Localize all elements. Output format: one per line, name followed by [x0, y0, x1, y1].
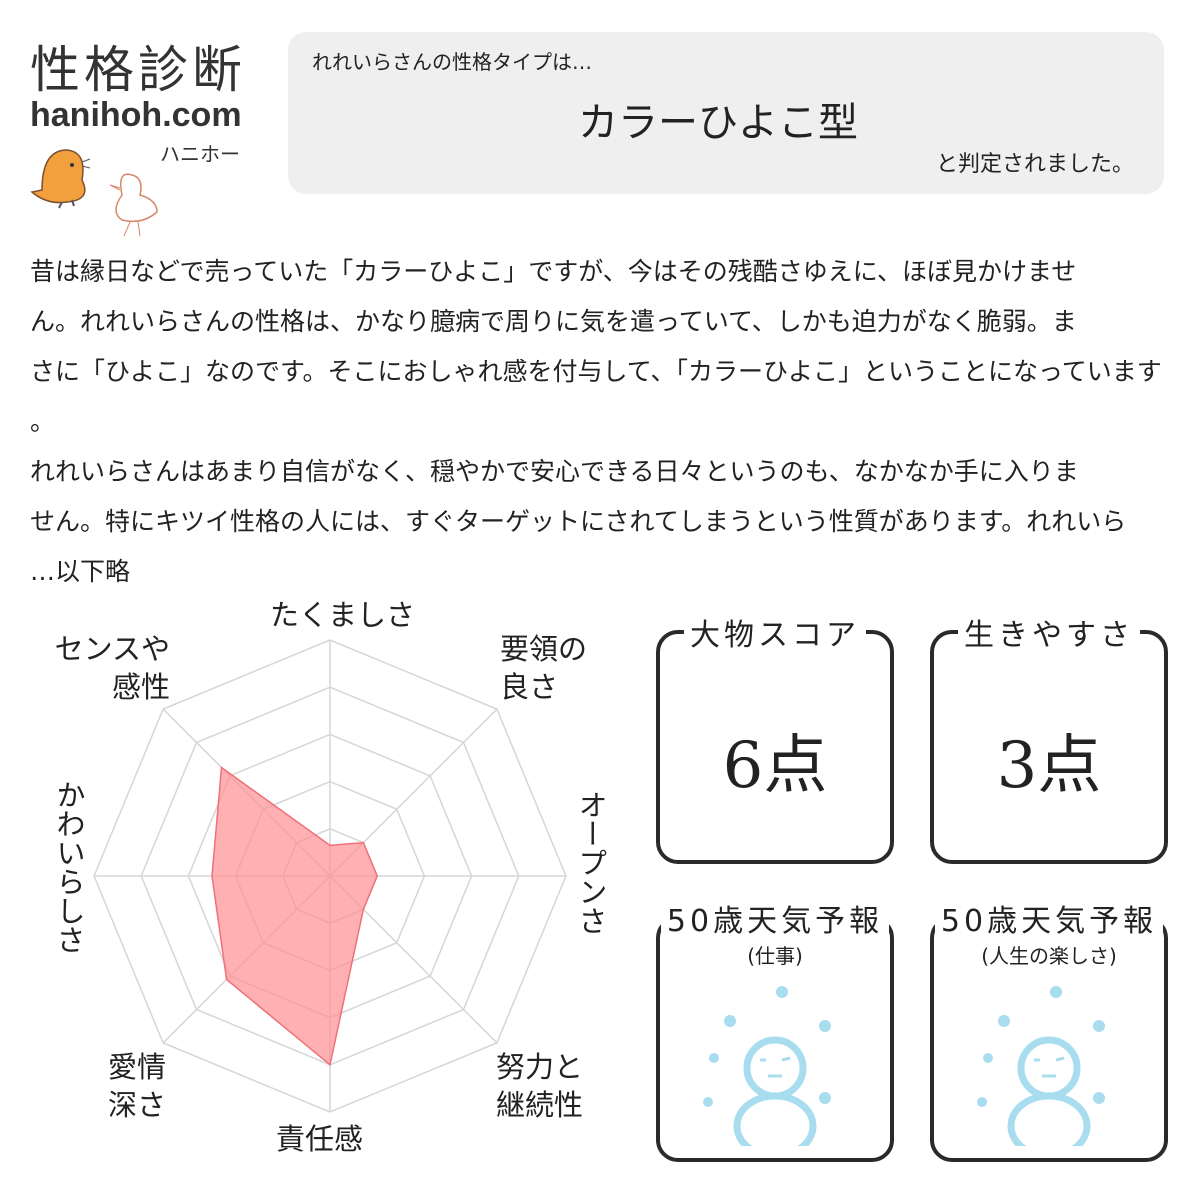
radar-label: かわいらしさ	[52, 780, 86, 954]
score-value: 3点	[996, 729, 1102, 803]
result-panel: れれいらさんの性格タイプは… カラーひよこ型 と判定されました。	[288, 32, 1164, 194]
radar-label: オープンさ	[574, 790, 608, 935]
description-line: さに「ひよこ」なのです。そこにおしゃれ感を付与して、「カラーひよこ」ということに…	[30, 357, 1162, 386]
forecast-subtitle: (人生の楽しさ)	[981, 944, 1117, 968]
forecast-title: 50歳天気予報	[934, 904, 1164, 939]
result-type: カラーひよこ型	[578, 100, 858, 146]
radar-label: 努力と 継続性	[496, 1050, 584, 1122]
forecast-subtitle: (仕事)	[747, 944, 803, 968]
result-suffix: と判定されました。	[935, 152, 1134, 177]
forecast-title: 50歳天気予報	[660, 904, 890, 939]
logo-kana: ハニホー	[160, 142, 240, 166]
forecast-card: 50歳天気予報 (人生の楽しさ)	[930, 904, 1168, 1162]
chick-mascot-icon	[30, 149, 158, 237]
description-line: れれいらさんはあまり自信がなく、穏やかで安心できる日々というのも、なかなか手に入…	[30, 457, 1079, 486]
radar-label: センスや 感性	[54, 632, 170, 704]
score-title: 大物スコア	[684, 618, 866, 653]
radar-label: 責任感	[276, 1122, 364, 1156]
logo-site: hanihoh.com	[30, 96, 242, 134]
description-line: …以下略	[30, 557, 131, 586]
score-card: 大物スコア 6点	[656, 618, 894, 864]
radar-label: 愛情 深さ	[107, 1050, 166, 1122]
score-title: 生きやすさ	[958, 618, 1140, 653]
snowman-icon	[977, 986, 1105, 1146]
score-value: 6点	[722, 729, 828, 803]
forecast-card: 50歳天気予報 (仕事)	[656, 904, 894, 1162]
description-line: せん。特にキツイ性格の人には、すぐターゲットにされてしまうという性質があります。…	[30, 507, 1127, 536]
result-intro: れれいらさんの性格タイプは…	[312, 50, 592, 74]
radar-chart	[93, 639, 567, 1113]
description-line: 昔は縁日などで売っていた「カラーひよこ」ですが、今はその残酷さゆえに、ほぼ見かけ…	[30, 257, 1077, 286]
description-line: 。	[30, 407, 56, 436]
description: 昔は縁日などで売っていた「カラーひよこ」ですが、今はその残酷さゆえに、ほぼ見かけ…	[30, 252, 1180, 602]
logo-title: 性格診断	[30, 41, 246, 99]
snowman-icon	[703, 986, 831, 1146]
description-line: ん。れれいらさんの性格は、かなり臆病で周りに気を遣っていて、しかも迫力がなく脆弱…	[30, 307, 1077, 336]
score-card: 生きやすさ 3点	[930, 618, 1168, 864]
radar-data-area	[211, 766, 379, 1067]
radar-label: たくましさ	[270, 598, 416, 632]
radar-label: 要領の 良さ	[500, 632, 588, 704]
